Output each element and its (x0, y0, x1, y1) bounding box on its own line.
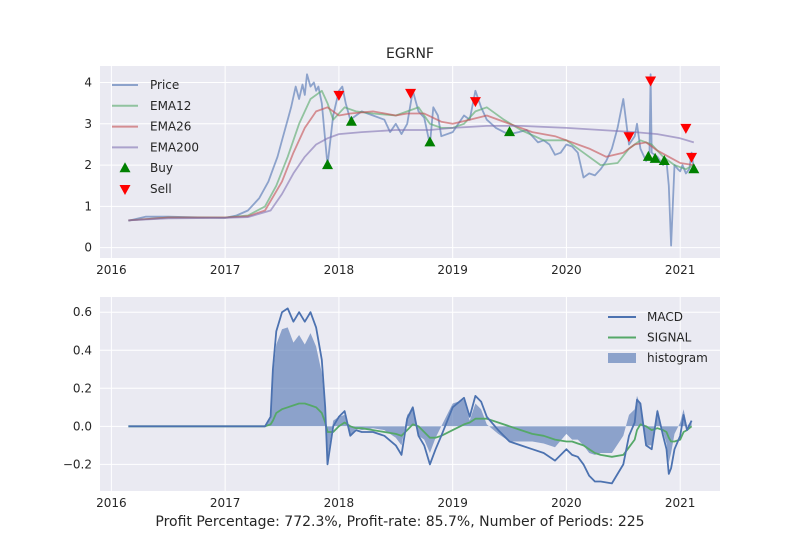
histogram-area (128, 327, 692, 463)
buy-marker (688, 163, 700, 174)
profit-caption: Profit Percentage: 772.3%, Profit-rate: … (155, 514, 645, 530)
histogram-legend-label: histogram (647, 351, 708, 365)
buy-marker (424, 136, 436, 147)
y-tick-label: 0 (84, 241, 92, 255)
signal-legend-label: SIGNAL (647, 331, 692, 345)
buy-legend-swatch (119, 162, 131, 173)
ema26-legend-label: EMA26 (150, 120, 191, 134)
histogram-legend-swatch (608, 353, 636, 363)
sell-marker (623, 132, 635, 143)
y-tick-label: 0.4 (73, 343, 92, 357)
ema26-line (128, 106, 694, 222)
x-tick-label: 2018 (324, 496, 355, 510)
x-tick-label: 2017 (210, 263, 241, 277)
chart-title: EGRNF (386, 46, 434, 62)
plot-area (100, 66, 720, 258)
y-tick-label: 4 (84, 76, 92, 90)
buy-marker (658, 154, 670, 165)
buy-marker (649, 152, 661, 163)
price-axes: 2016 2017 2018 2019 2020 2021 0 1 2 3 4 EGRNF Price E… (84, 46, 720, 277)
y-tick-label: 0.2 (73, 381, 92, 395)
x-tick-label: 2017 (210, 496, 241, 510)
x-tick-label: 2021 (665, 496, 696, 510)
macd-legend: MACD SIGNAL histogram (608, 310, 708, 365)
y-tick-label: 2 (84, 158, 92, 172)
price-legend: Price EMA12 EMA26 EMA200 Buy Sell (112, 78, 199, 196)
x-tick-label: 2016 (96, 263, 127, 277)
sell-legend-swatch (119, 185, 131, 195)
y-tick-label: −0.2 (63, 457, 92, 471)
macd-axes: 2016 2017 2018 2019 2020 2021 −0.2 0.0 0.2 0.4 0.6… (63, 297, 720, 510)
macd-line (128, 307, 693, 485)
sell-marker (645, 76, 657, 87)
sell-marker (469, 97, 481, 108)
buy-marker (345, 115, 357, 126)
buy-marker (504, 126, 516, 137)
buy-legend-label: Buy (150, 161, 173, 175)
sell-marker (686, 152, 698, 163)
sell-legend-label: Sell (150, 182, 172, 196)
x-tick-label: 2016 (96, 496, 127, 510)
y-tick-label: 1 (84, 199, 92, 213)
x-tick-label: 2019 (437, 496, 468, 510)
ema200-line (128, 125, 695, 222)
price-legend-label: Price (150, 78, 179, 92)
sell-marker (405, 88, 417, 99)
chart-canvas: 2016 2017 2018 2019 2020 2021 0 1 2 3 4 EGRNF Price E… (63, 46, 720, 510)
x-tick-label: 2021 (665, 263, 696, 277)
ema12-legend-label: EMA12 (150, 99, 191, 113)
macd-legend-label: MACD (647, 310, 683, 324)
buy-marker (322, 159, 334, 170)
x-tick-label: 2020 (551, 263, 582, 277)
sell-marker (680, 123, 692, 134)
y-tick-label: 3 (84, 117, 92, 131)
buy-marker (642, 150, 654, 161)
plot-area (100, 297, 720, 491)
y-tick-label: 0.0 (73, 419, 92, 433)
sell-marker (333, 90, 345, 101)
x-tick-label: 2018 (324, 263, 355, 277)
y-tick-label: 0.6 (73, 305, 92, 319)
x-tick-label: 2019 (437, 263, 468, 277)
ema200-legend-label: EMA200 (150, 140, 199, 154)
x-tick-label: 2020 (551, 496, 582, 510)
